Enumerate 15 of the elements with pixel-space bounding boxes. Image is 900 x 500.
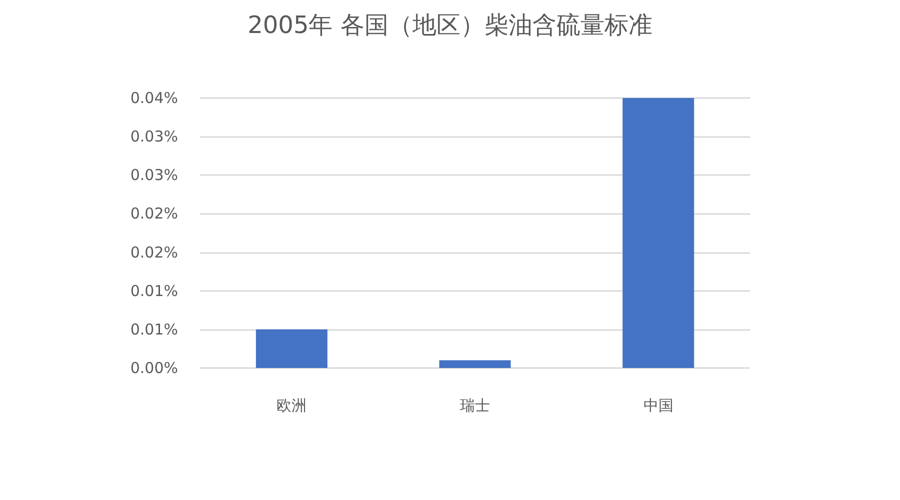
- x-tick-label: 欧洲: [276, 396, 307, 414]
- bar: [622, 98, 694, 368]
- y-tick-label: 0.02%: [130, 243, 178, 262]
- y-tick-label: 0.01%: [130, 282, 178, 300]
- x-tick-label: 中国: [643, 396, 674, 414]
- x-tick-label: 瑞士: [460, 396, 490, 414]
- y-tick-label: 0.01%: [130, 320, 178, 338]
- y-tick-label: 0.03%: [130, 128, 178, 146]
- y-tick-label: 0.02%: [130, 204, 178, 223]
- y-tick-label: 0.04%: [130, 89, 178, 107]
- y-tick-label: 0.03%: [130, 166, 178, 184]
- chart-title: 2005年 各国（地区）柴油含硫量标准: [248, 11, 652, 39]
- bar: [439, 360, 511, 368]
- y-tick-label: 0.00%: [130, 359, 178, 377]
- bar: [256, 329, 328, 368]
